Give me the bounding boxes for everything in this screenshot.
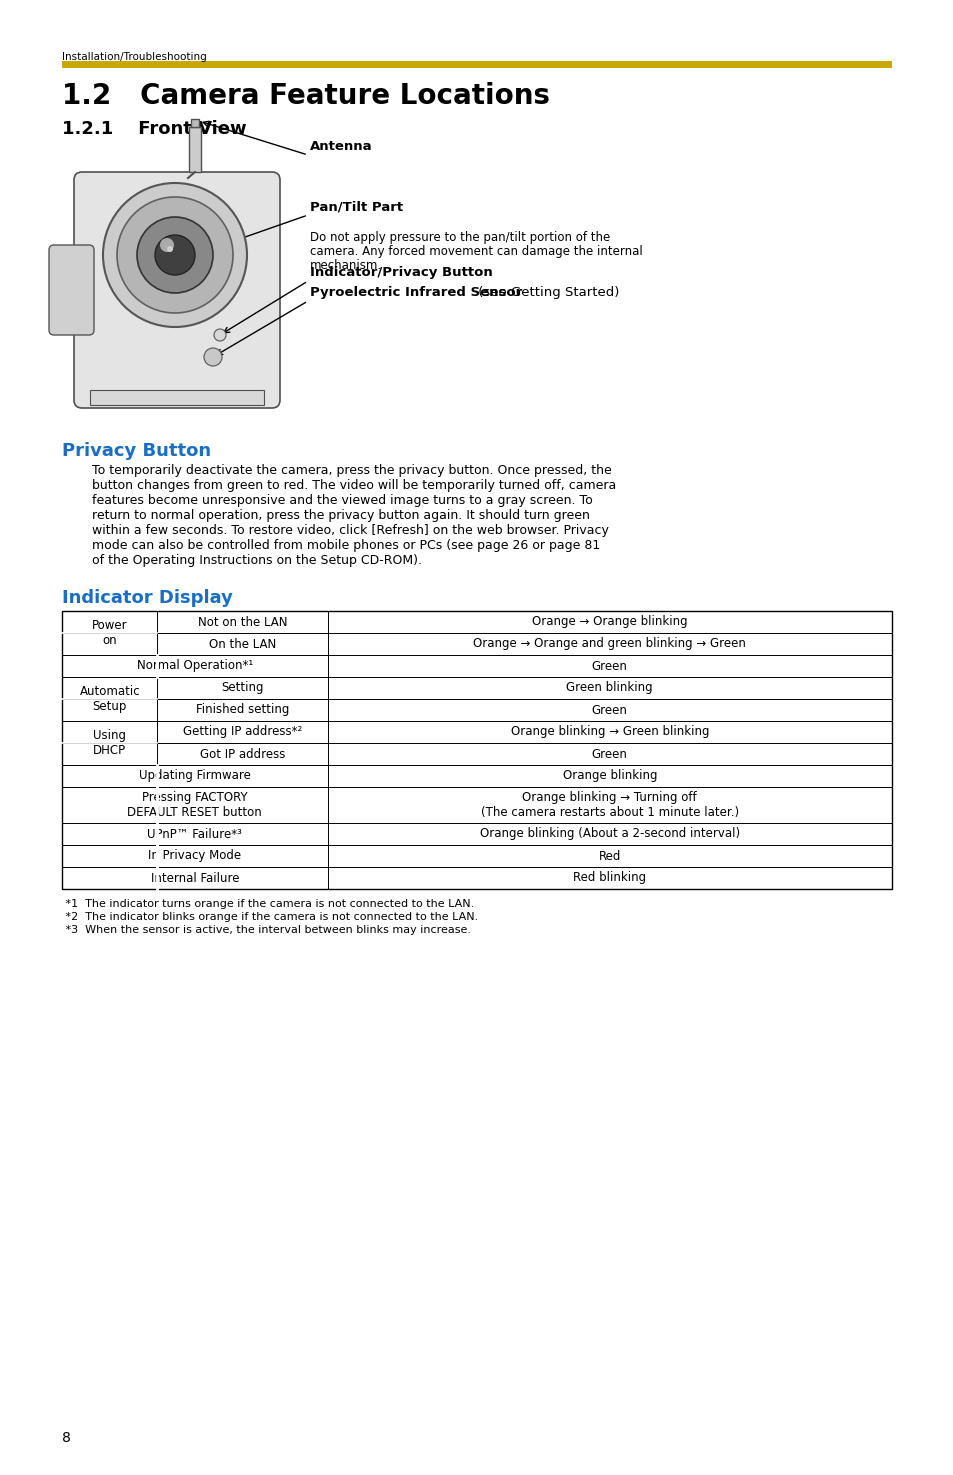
Bar bbox=[191, 119, 199, 127]
Text: Red: Red bbox=[598, 850, 620, 863]
Circle shape bbox=[103, 183, 247, 327]
Text: Pressing FACTORY
DEFAULT RESET button: Pressing FACTORY DEFAULT RESET button bbox=[128, 791, 262, 819]
Text: Finished setting: Finished setting bbox=[195, 704, 289, 717]
Circle shape bbox=[167, 246, 172, 252]
Circle shape bbox=[213, 329, 226, 341]
Text: Green: Green bbox=[591, 659, 627, 673]
Text: Orange → Orange blinking: Orange → Orange blinking bbox=[532, 615, 687, 628]
Text: Using
DHCP: Using DHCP bbox=[93, 729, 126, 757]
Bar bbox=[62, 60, 891, 68]
Text: Green blinking: Green blinking bbox=[566, 681, 653, 695]
Text: Power
on: Power on bbox=[91, 620, 128, 648]
Circle shape bbox=[154, 235, 194, 274]
Text: Antenna: Antenna bbox=[310, 140, 373, 153]
Circle shape bbox=[117, 198, 233, 313]
Text: *1  The indicator turns orange if the camera is not connected to the LAN.: *1 The indicator turns orange if the cam… bbox=[62, 898, 474, 909]
Bar bbox=[62, 611, 891, 889]
Bar bbox=[90, 389, 264, 406]
Text: (see Getting Started): (see Getting Started) bbox=[474, 286, 618, 299]
Text: 8: 8 bbox=[62, 1431, 71, 1446]
Text: features become unresponsive and the viewed image turns to a gray screen. To: features become unresponsive and the vie… bbox=[91, 494, 592, 507]
Text: Orange blinking: Orange blinking bbox=[562, 770, 657, 783]
Text: *3  When the sensor is active, the interval between blinks may increase.: *3 When the sensor is active, the interv… bbox=[62, 925, 471, 935]
Text: Orange blinking → Green blinking: Orange blinking → Green blinking bbox=[510, 726, 708, 739]
Text: Updating Firmware: Updating Firmware bbox=[139, 770, 251, 783]
Text: button changes from green to red. The video will be temporarily turned off, came: button changes from green to red. The vi… bbox=[91, 479, 616, 493]
Text: Not on the LAN: Not on the LAN bbox=[197, 615, 287, 628]
FancyBboxPatch shape bbox=[74, 173, 280, 409]
Text: Orange blinking → Turning off
(The camera restarts about 1 minute later.): Orange blinking → Turning off (The camer… bbox=[480, 791, 738, 819]
Text: Installation/Troubleshooting: Installation/Troubleshooting bbox=[62, 52, 207, 62]
Text: On the LAN: On the LAN bbox=[209, 637, 275, 650]
Text: Green: Green bbox=[591, 748, 627, 761]
Text: 1.2   Camera Feature Locations: 1.2 Camera Feature Locations bbox=[62, 83, 550, 111]
Text: Got IP address: Got IP address bbox=[199, 748, 285, 761]
Text: Indicator Display: Indicator Display bbox=[62, 589, 233, 608]
Circle shape bbox=[204, 348, 222, 366]
Text: 1.2.1    Front View: 1.2.1 Front View bbox=[62, 119, 247, 139]
Text: return to normal operation, press the privacy button again. It should turn green: return to normal operation, press the pr… bbox=[91, 509, 589, 522]
FancyBboxPatch shape bbox=[49, 245, 94, 335]
Text: camera. Any forced movement can damage the internal: camera. Any forced movement can damage t… bbox=[310, 245, 642, 258]
Text: Pyroelectric Infrared Sensor: Pyroelectric Infrared Sensor bbox=[310, 286, 521, 299]
Text: Green: Green bbox=[591, 704, 627, 717]
Text: Getting IP address*²: Getting IP address*² bbox=[183, 726, 302, 739]
Text: Indicator/Privacy Button: Indicator/Privacy Button bbox=[310, 266, 493, 279]
Text: Automatic
Setup: Automatic Setup bbox=[79, 684, 140, 712]
Text: Privacy Button: Privacy Button bbox=[62, 442, 211, 460]
Text: UPnP™ Failure*³: UPnP™ Failure*³ bbox=[147, 827, 242, 841]
Text: Normal Operation*¹: Normal Operation*¹ bbox=[136, 659, 253, 673]
Text: within a few seconds. To restore video, click [Refresh] on the web browser. Priv: within a few seconds. To restore video, … bbox=[91, 524, 608, 537]
Text: *2  The indicator blinks orange if the camera is not connected to the LAN.: *2 The indicator blinks orange if the ca… bbox=[62, 912, 477, 922]
Circle shape bbox=[137, 217, 213, 294]
Text: Orange → Orange and green blinking → Green: Orange → Orange and green blinking → Gre… bbox=[473, 637, 745, 650]
Text: Pan/Tilt Part: Pan/Tilt Part bbox=[310, 201, 403, 212]
Text: Orange blinking (About a 2-second interval): Orange blinking (About a 2-second interv… bbox=[479, 827, 740, 841]
Text: Setting: Setting bbox=[221, 681, 263, 695]
Text: of the Operating Instructions on the Setup CD-ROM).: of the Operating Instructions on the Set… bbox=[91, 555, 421, 566]
Text: Red blinking: Red blinking bbox=[573, 872, 646, 885]
Circle shape bbox=[160, 237, 173, 252]
Text: Do not apply pressure to the pan/tilt portion of the: Do not apply pressure to the pan/tilt po… bbox=[310, 232, 610, 243]
Text: In Privacy Mode: In Privacy Mode bbox=[148, 850, 241, 863]
Text: To temporarily deactivate the camera, press the privacy button. Once pressed, th: To temporarily deactivate the camera, pr… bbox=[91, 465, 611, 476]
Bar bbox=[189, 127, 201, 173]
Text: mode can also be controlled from mobile phones or PCs (see page 26 or page 81: mode can also be controlled from mobile … bbox=[91, 538, 599, 552]
Text: mechanism.: mechanism. bbox=[310, 260, 382, 271]
Text: Internal Failure: Internal Failure bbox=[151, 872, 239, 885]
